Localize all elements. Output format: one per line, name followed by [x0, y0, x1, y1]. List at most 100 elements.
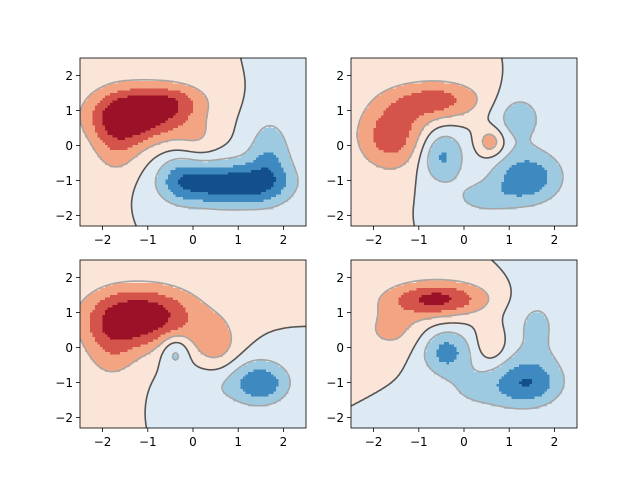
contour-cell: [150, 112, 154, 116]
contour-cell: [117, 122, 121, 126]
contour-cell: [155, 132, 159, 136]
contour-cell: [293, 179, 297, 183]
contour-cell: [290, 90, 295, 94]
contour-cell: [147, 156, 151, 160]
contour-cell: [85, 139, 89, 143]
contour-cell: [298, 218, 302, 222]
contour-cell: [290, 144, 295, 148]
contour-cell: [95, 92, 99, 96]
contour-cell: [235, 203, 239, 207]
contour-cell: [203, 206, 207, 210]
contour-cell: [95, 90, 99, 94]
contour-cell: [235, 142, 239, 146]
contour-cell: [258, 211, 262, 215]
contour-cell: [270, 186, 274, 190]
contour-cell: [213, 137, 217, 141]
contour-cell: [203, 223, 207, 226]
contour-cell: [228, 206, 232, 210]
contour-cell: [225, 193, 229, 197]
contour-cell: [208, 102, 212, 106]
contour-cell: [150, 211, 154, 215]
contour-cell: [132, 176, 136, 180]
contour-cell: [187, 188, 192, 193]
contour-cell: [190, 95, 194, 99]
contour-cell: [213, 188, 217, 193]
contour-cell: [110, 137, 114, 141]
contour-cell: [172, 206, 177, 210]
contour-cell: [97, 119, 101, 123]
contour-cell: [152, 102, 156, 106]
contour-cell: [195, 184, 199, 188]
contour-cell: [215, 114, 219, 118]
contour-cell: [300, 208, 305, 212]
contour-cell: [273, 92, 277, 96]
contour-cell: [90, 146, 94, 151]
contour-cell: [205, 124, 209, 128]
contour-cell: [107, 95, 111, 99]
contour-cell: [218, 97, 222, 101]
contour-cell: [175, 211, 179, 215]
contour-cell: [248, 92, 252, 96]
contour-cell: [122, 184, 126, 188]
contour-cell: [92, 87, 96, 91]
contour-cell: [195, 193, 199, 197]
contour-cell: [147, 213, 151, 217]
contour-cell: [125, 186, 129, 190]
contour-cell: [85, 117, 89, 121]
contour-cell: [190, 201, 194, 205]
contour-cell: [198, 216, 202, 220]
contour-cell: [105, 109, 109, 113]
contour-cell: [290, 137, 295, 141]
contour-cell: [235, 151, 239, 155]
contour-cell: [260, 198, 264, 202]
contour-cell: [165, 186, 169, 190]
contour-cell: [112, 107, 116, 111]
contour-cell: [167, 186, 171, 190]
contour-cell: [170, 174, 174, 178]
contour-cell: [135, 191, 139, 195]
contour-cell: [240, 179, 244, 183]
contour-cell: [87, 201, 91, 205]
contour-cell: [255, 151, 259, 155]
contour-cell: [145, 159, 149, 163]
contour-cell: [220, 127, 224, 131]
contour-cell: [293, 196, 297, 200]
contour-cell: [185, 161, 189, 165]
contour-cell: [135, 92, 139, 96]
contour-cell: [90, 201, 94, 205]
contour-cell: [80, 137, 84, 141]
contour-cell: [130, 127, 134, 131]
contour-cell: [298, 154, 302, 158]
contour-cell: [140, 92, 144, 96]
contour-cell: [240, 169, 244, 173]
contour-cell: [288, 208, 292, 212]
contour-cell: [187, 216, 192, 220]
contour-cell: [285, 129, 290, 133]
contour-cell: [137, 122, 141, 126]
contour-cell: [285, 127, 290, 131]
contour-cell: [170, 129, 174, 133]
contour-cell: [250, 211, 254, 215]
contour-cell: [90, 127, 94, 131]
contour-cell: [145, 184, 149, 188]
contour-cell: [120, 201, 124, 205]
contour-cell: [290, 122, 295, 126]
contour-cell: [255, 203, 259, 207]
contour-cell: [150, 206, 154, 210]
contour-cell: [122, 129, 126, 133]
contour-cell: [122, 95, 126, 99]
contour-cell: [90, 216, 94, 220]
contour-cell: [87, 211, 91, 215]
contour-cell: [195, 203, 199, 207]
contour-cell: [213, 206, 217, 210]
contour-cell: [175, 107, 179, 111]
contour-cell: [110, 213, 114, 217]
contour-cell: [170, 134, 174, 138]
contour-cell: [85, 149, 89, 153]
contour-cell: [195, 174, 199, 178]
contour-cell: [110, 95, 114, 99]
contour-cell: [225, 169, 229, 173]
contour-cell: [265, 119, 269, 123]
contour-cell: [180, 154, 184, 158]
contour-cell: [243, 134, 247, 138]
